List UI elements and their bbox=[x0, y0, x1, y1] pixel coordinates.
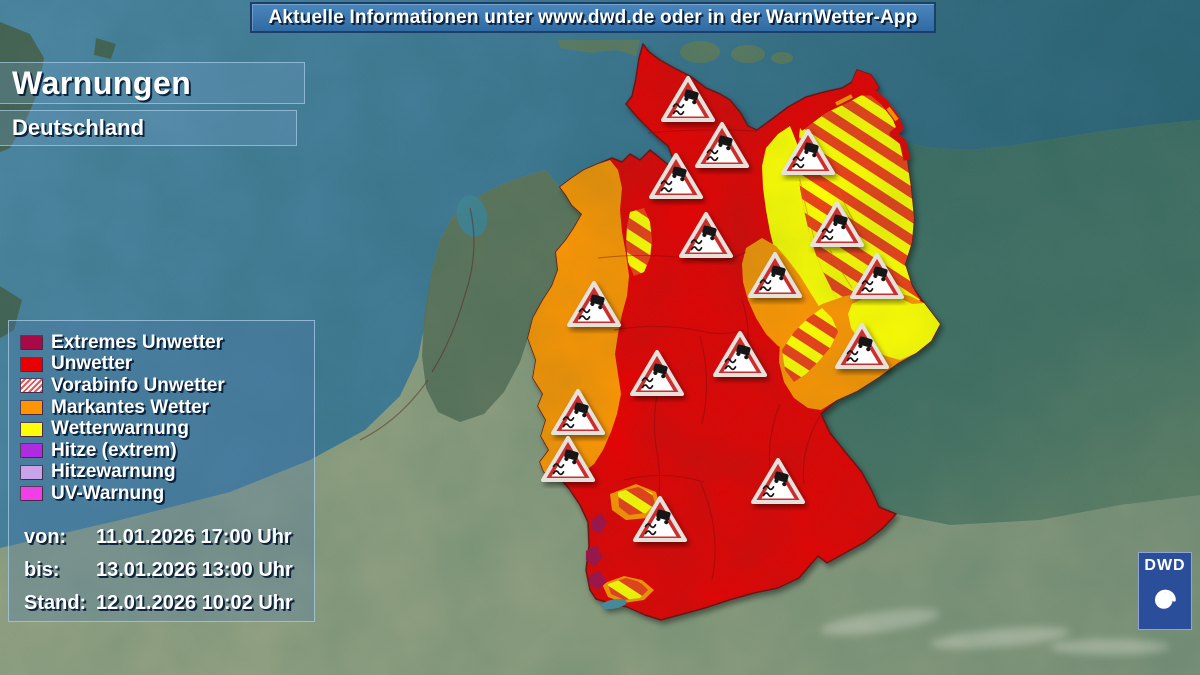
validity-label: Stand: bbox=[24, 591, 87, 614]
validity-block: von: 11.01.2026 17:00 Uhr bis: 13.01.202… bbox=[9, 521, 314, 620]
legend-swatch bbox=[21, 357, 42, 371]
legend-item: Markantes Wetter bbox=[21, 397, 314, 419]
legend-swatch bbox=[21, 401, 42, 415]
legend-item: Hitzewarnung bbox=[21, 461, 314, 484]
dwd-logo-text: DWD bbox=[1144, 557, 1186, 574]
legend-item-label: UV-Warnung bbox=[51, 482, 165, 504]
dwd-spiral-icon bbox=[1154, 589, 1176, 609]
validity-label: bis: bbox=[24, 558, 60, 581]
legend-item: Extremes Unwetter bbox=[21, 332, 314, 354]
legend-item-label: Vorabinfo Unwetter bbox=[51, 374, 225, 396]
title-bar bbox=[0, 62, 305, 104]
legend-item: Wetterwarnung bbox=[21, 418, 314, 440]
legend-swatch bbox=[21, 444, 42, 458]
legend-swatch bbox=[21, 487, 42, 501]
legend-item-label: Unwetter bbox=[51, 353, 133, 375]
page-title: Warnungen bbox=[12, 65, 192, 101]
validity-value: 13.01.2026 13:00 Uhr bbox=[96, 558, 293, 581]
legend-item-label: Wetterwarnung bbox=[51, 418, 189, 440]
validity-value: 12.01.2026 10:02 Uhr bbox=[96, 591, 293, 614]
validity-row: von: 11.01.2026 17:00 Uhr bbox=[24, 521, 314, 554]
legend-swatch bbox=[21, 465, 42, 479]
info-banner: Aktuelle Informationen unter www.dwd.de … bbox=[250, 2, 936, 33]
page-subtitle: Deutschland bbox=[12, 115, 145, 140]
legend-item: Vorabinfo Unwetter bbox=[21, 375, 314, 397]
legend-item-label: Hitze (extrem) bbox=[51, 439, 177, 461]
dwd-logo: DWD bbox=[1138, 552, 1192, 630]
validity-label: von: bbox=[24, 525, 67, 548]
legend-panel: Extremes Unwetter Unwetter Vorabinfo Unw… bbox=[8, 320, 315, 622]
validity-value: 11.01.2026 17:00 Uhr bbox=[96, 525, 292, 548]
legend-item: Unwetter bbox=[21, 353, 314, 376]
legend-list: Extremes Unwetter Unwetter Vorabinfo Unw… bbox=[9, 332, 314, 505]
legend-swatch bbox=[21, 336, 42, 350]
legend-item: Hitze (extrem) bbox=[21, 440, 314, 462]
legend-item-label: Hitzewarnung bbox=[51, 461, 176, 483]
legend-item-label: Markantes Wetter bbox=[51, 396, 210, 418]
legend-swatch bbox=[21, 422, 42, 436]
subtitle-bar bbox=[0, 110, 297, 146]
validity-row: bis: 13.01.2026 13:00 Uhr bbox=[24, 554, 314, 587]
legend-item: UV-Warnung bbox=[21, 483, 314, 505]
info-banner-text: Aktuelle Informationen unter www.dwd.de … bbox=[268, 6, 918, 28]
validity-row: Stand: 12.01.2026 10:02 Uhr bbox=[24, 587, 314, 620]
legend-swatch-striped bbox=[21, 379, 42, 393]
legend-item-label: Extremes Unwetter bbox=[51, 331, 224, 353]
